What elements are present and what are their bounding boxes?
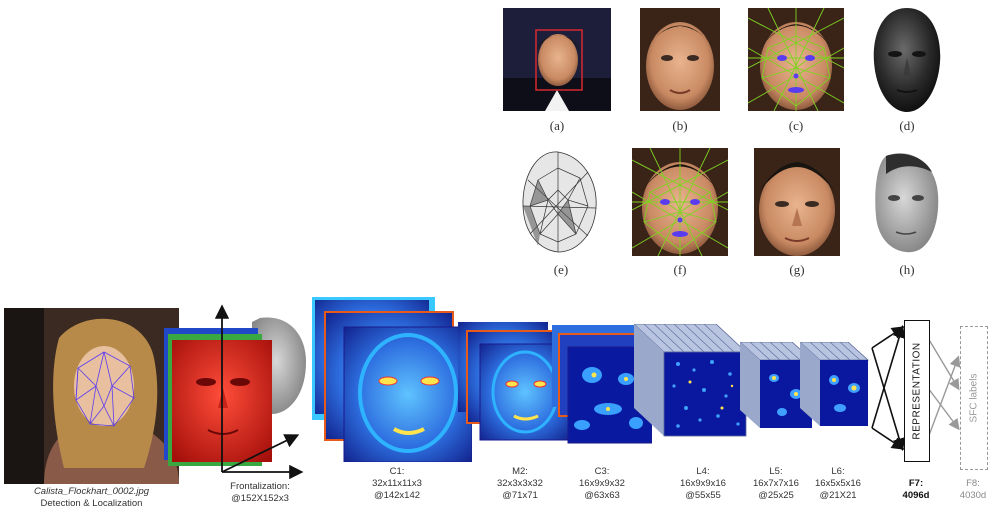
panel-f-image <box>632 148 728 256</box>
panel-e-label: (e) <box>553 262 569 277</box>
panel-d-label: (d) <box>899 118 915 133</box>
m2-output: @71x71 <box>502 490 538 501</box>
panel-e-image <box>518 150 603 255</box>
m2-feature-maps <box>458 322 570 442</box>
l6-kernel: 16x5x5x16 <box>815 478 861 489</box>
l6-name: L6: <box>831 466 845 477</box>
c1-output: @142x142 <box>373 490 421 501</box>
input-photo <box>4 308 179 484</box>
c3-kernel: 16x9x9x32 <box>579 478 625 489</box>
l6-feature-maps <box>800 342 872 432</box>
f8-box-label: SFC labels <box>968 373 980 423</box>
input-caption: Detection & Localization <box>40 498 143 509</box>
f7-dim: 4096d <box>902 490 930 501</box>
c1-name: C1: <box>389 466 405 477</box>
panel-g-label: (g) <box>789 262 805 277</box>
input-filename: Calista_Flockhart_0002.jpg <box>33 486 150 497</box>
c3-name: C3: <box>594 466 610 477</box>
panel-a-image <box>503 8 611 111</box>
panel-c-image <box>748 8 844 111</box>
frontalization-title: Frontalization: <box>230 481 290 492</box>
f8-dim: 4030d <box>959 490 987 501</box>
l4-feature-maps <box>634 324 749 439</box>
l5-output: @25x25 <box>758 490 794 501</box>
panel-g-image <box>754 148 840 256</box>
c1-kernel: 32x11x11x3 <box>372 478 422 489</box>
f7-box-label: REPRESENTATION <box>911 342 923 440</box>
c1-feature-maps <box>312 297 472 462</box>
frontalization-axes <box>214 304 304 480</box>
panel-a-label: (a) <box>549 118 565 133</box>
l5-name: L5: <box>769 466 783 477</box>
fc-connections <box>871 324 961 452</box>
panel-d-image <box>870 6 944 114</box>
panel-b-label: (b) <box>672 118 688 133</box>
l4-output: @55x55 <box>685 490 721 501</box>
panel-h-label: (h) <box>899 262 915 277</box>
l4-kernel: 16x9x9x16 <box>680 478 726 489</box>
l6-output: @21X21 <box>819 490 857 501</box>
c3-output: @63x63 <box>584 490 620 501</box>
panel-b-image <box>640 8 720 111</box>
l4-name: L4: <box>696 466 710 477</box>
panel-h-image <box>872 150 942 255</box>
f8-sfc-labels-box: SFC labels <box>960 326 988 470</box>
f7-name: F7: <box>908 478 924 489</box>
panel-c-label: (c) <box>788 118 804 133</box>
frontalization-size: @152X152x3 <box>231 493 289 504</box>
f8-name: F8: <box>966 478 980 489</box>
f7-representation-box: REPRESENTATION <box>904 320 930 462</box>
panel-f-label: (f) <box>673 262 687 277</box>
m2-name: M2: <box>512 466 528 477</box>
l5-kernel: 16x7x7x16 <box>753 478 799 489</box>
m2-kernel: 32x3x3x32 <box>497 478 543 489</box>
